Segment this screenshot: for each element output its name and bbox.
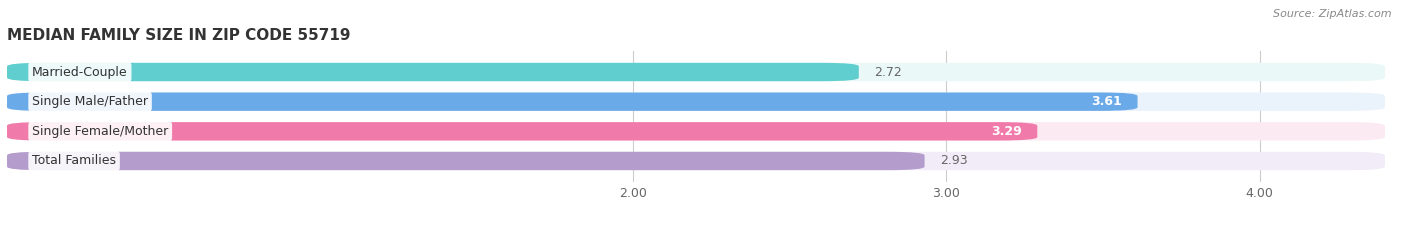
Text: MEDIAN FAMILY SIZE IN ZIP CODE 55719: MEDIAN FAMILY SIZE IN ZIP CODE 55719 (7, 28, 350, 43)
Text: 2.72: 2.72 (875, 65, 903, 79)
FancyBboxPatch shape (7, 122, 1385, 140)
Text: Married-Couple: Married-Couple (32, 65, 128, 79)
FancyBboxPatch shape (7, 122, 1038, 140)
FancyBboxPatch shape (7, 152, 925, 170)
FancyBboxPatch shape (7, 93, 1137, 111)
Text: Single Male/Father: Single Male/Father (32, 95, 148, 108)
FancyBboxPatch shape (7, 152, 1385, 170)
Text: Single Female/Mother: Single Female/Mother (32, 125, 169, 138)
FancyBboxPatch shape (7, 63, 1385, 81)
Text: Total Families: Total Families (32, 154, 117, 168)
Text: Source: ZipAtlas.com: Source: ZipAtlas.com (1274, 9, 1392, 19)
FancyBboxPatch shape (7, 63, 859, 81)
Text: 3.61: 3.61 (1091, 95, 1122, 108)
Text: 2.93: 2.93 (941, 154, 967, 168)
FancyBboxPatch shape (7, 93, 1385, 111)
Text: 3.29: 3.29 (991, 125, 1022, 138)
